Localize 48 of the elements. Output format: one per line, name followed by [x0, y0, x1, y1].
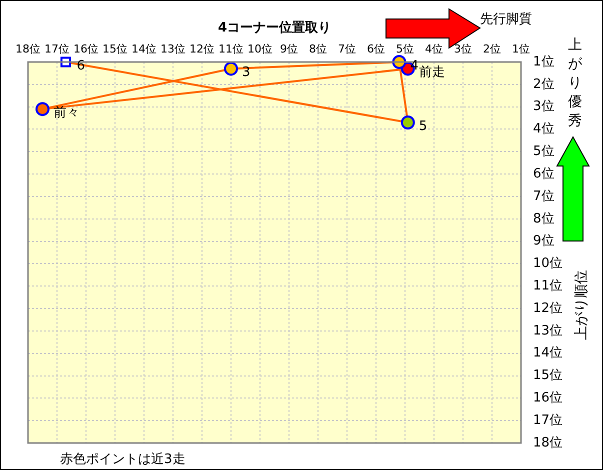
y-axis-title: 上がり順位: [574, 270, 590, 340]
y-tick-label: 8位: [533, 211, 554, 226]
x-tick-label: 10位: [248, 42, 272, 56]
y-tick-label: 1位: [533, 54, 554, 70]
x-tick-label: 5位: [396, 42, 414, 56]
x-tick-label: 11位: [218, 42, 244, 56]
x-axis-title: 4コーナー位置取り: [218, 20, 332, 36]
y-tick-label: 17位: [533, 412, 563, 428]
y-tick-label: 14位: [533, 346, 563, 361]
y-tick-label: 9位: [533, 234, 554, 249]
y-tick-label: 4位: [533, 122, 554, 137]
point: [224, 62, 238, 76]
y-tick-label: 18位: [533, 435, 563, 450]
x-tick-label: 13位: [160, 42, 186, 56]
x-tick-label: 3位: [454, 42, 472, 56]
x-tick-label: 18位: [16, 42, 40, 56]
y-tick-label: 10位: [533, 256, 563, 272]
x-tick-label: 9位: [280, 42, 298, 56]
x-tick-label: 16位: [74, 42, 98, 56]
point: [400, 116, 415, 130]
y-tick-label: 2位: [533, 76, 554, 92]
text: 赤色ポイントは近3走: [60, 451, 186, 468]
y-tick-label: 12位: [533, 300, 563, 316]
x-tick-label: 8位: [309, 42, 327, 56]
y-tick-label: 16位: [533, 390, 563, 406]
annotation: 5: [418, 118, 428, 134]
x-tick-label: 15位: [102, 42, 128, 56]
x-tick-label: 12位: [190, 42, 214, 56]
text: 上がり優秀: [568, 36, 583, 131]
x-tick-label: 2位: [483, 42, 501, 56]
y-tick-label: 11位: [533, 278, 563, 294]
x-tick-label: 17位: [44, 42, 70, 56]
y-tick-label: 15位: [533, 368, 563, 384]
y-tick-label: 5位: [533, 144, 554, 160]
annotation: 前走: [418, 65, 445, 80]
y-tick-label: 3位: [533, 99, 554, 114]
y-tick-label: 7位: [533, 188, 554, 204]
y-tick-label: 13位: [533, 323, 563, 338]
point: [36, 102, 50, 116]
x-tick-label: 6位: [367, 42, 385, 56]
x-tick-label: 7位: [338, 42, 356, 56]
annotation: 3: [242, 65, 250, 80]
text: 先行脚質: [480, 11, 532, 28]
y-tick-label: 6位: [533, 166, 554, 182]
x-tick-label: 14位: [132, 42, 156, 56]
x-tick-label: 4位: [425, 42, 443, 56]
x-tick-label: 1位: [512, 42, 530, 56]
annotation: 前々: [54, 105, 80, 120]
